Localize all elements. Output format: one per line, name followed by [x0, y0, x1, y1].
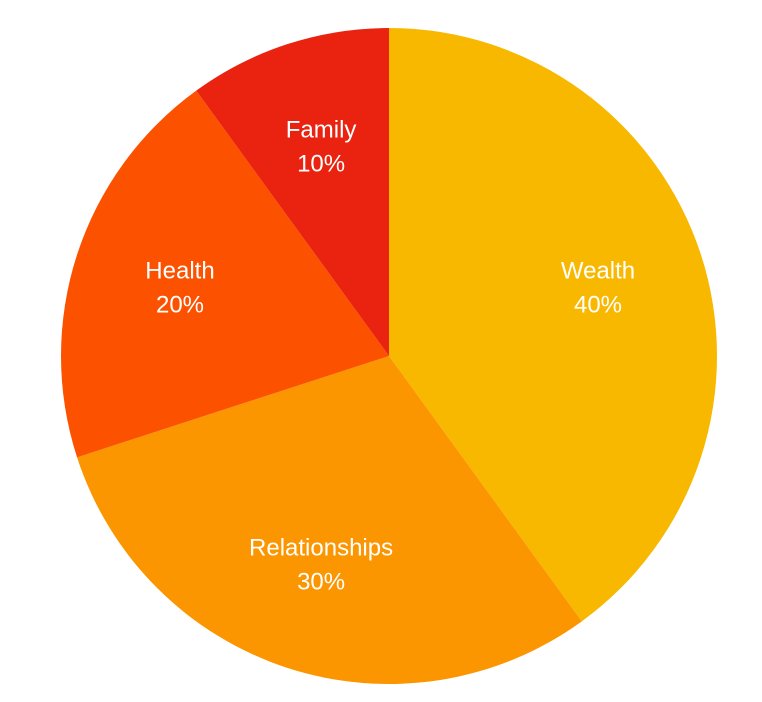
slice-label: Relationships: [249, 534, 393, 561]
value-label: 20%: [156, 291, 204, 318]
slice-label: Wealth: [561, 257, 635, 284]
value-label: 30%: [297, 568, 345, 595]
slice-label: Health: [145, 257, 214, 284]
slice-label: Family: [286, 116, 357, 143]
pie-slice: [196, 28, 389, 356]
value-label: 10%: [297, 150, 345, 177]
pie-slice: [389, 28, 717, 622]
pie-slice: [77, 356, 582, 684]
value-label: 40%: [574, 291, 622, 318]
pie-slice: [60, 90, 390, 458]
